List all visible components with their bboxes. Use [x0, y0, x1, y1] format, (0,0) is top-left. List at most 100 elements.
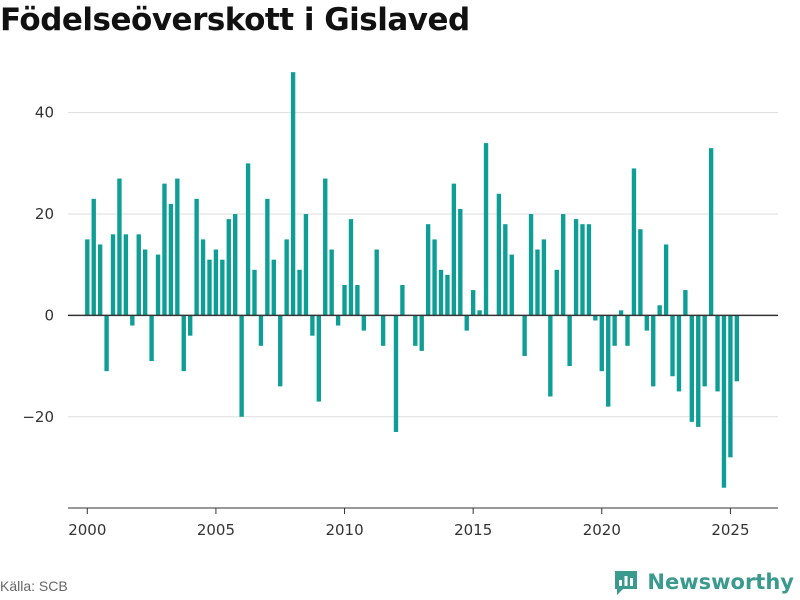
bar [380, 315, 386, 346]
bar [438, 269, 444, 316]
bar [155, 254, 161, 316]
bar [290, 72, 296, 316]
chart-title: Födelseöverskott i Gislaved [0, 2, 470, 38]
x-tick-label: 2015 [454, 521, 492, 539]
bar [136, 234, 141, 316]
bar [644, 315, 649, 331]
bar [541, 239, 547, 316]
bar [663, 244, 669, 316]
bar [239, 315, 244, 417]
bar [432, 239, 437, 316]
bar-chart: −20 0 20 40 2000 2005 2010 2015 2020 2025 [22, 72, 778, 539]
bar [162, 183, 167, 316]
bar [194, 198, 199, 316]
bar [470, 290, 476, 316]
bar [708, 148, 714, 316]
bar [464, 315, 469, 331]
x-tick-label: 2025 [711, 521, 749, 539]
bar [278, 315, 283, 387]
bar [606, 315, 611, 407]
bar [503, 224, 508, 316]
y-tick-label: 0 [44, 306, 54, 324]
bar [348, 219, 354, 316]
newsworthy-logo-icon [615, 571, 638, 595]
bar [342, 285, 347, 316]
bar [477, 310, 482, 316]
bar [335, 315, 341, 326]
bar [258, 315, 264, 346]
bar [97, 244, 103, 316]
bar [561, 214, 566, 316]
bar [91, 198, 96, 316]
y-tick-label: 20 [35, 205, 54, 223]
bar [142, 249, 148, 316]
bar [599, 315, 604, 372]
x-tick-label: 2010 [325, 521, 363, 539]
bar [702, 315, 707, 387]
bar [696, 315, 701, 427]
bar [618, 310, 624, 316]
bar [580, 224, 585, 316]
bar [631, 168, 637, 316]
x-tick-label: 2020 [583, 521, 621, 539]
bar [104, 315, 109, 372]
x-tick-label: 2005 [197, 521, 235, 539]
bar [252, 269, 257, 316]
bar [483, 143, 489, 316]
bar [612, 315, 617, 346]
axes: −20 0 20 40 2000 2005 2010 2015 2020 2025 [22, 104, 778, 539]
bar [689, 315, 695, 422]
bar [297, 269, 302, 316]
bar [425, 224, 431, 316]
bar [670, 315, 675, 377]
bar [715, 315, 720, 392]
bar [323, 178, 328, 316]
bar [721, 315, 727, 488]
bar [522, 315, 527, 356]
bar [284, 239, 289, 316]
source-note: Källa: SCB [0, 578, 68, 594]
bar [554, 269, 559, 316]
bar [207, 259, 212, 316]
bar [200, 239, 206, 316]
bar [329, 249, 334, 316]
gridlines [68, 112, 778, 418]
bar [625, 315, 630, 346]
bar [734, 315, 740, 382]
bar [117, 178, 122, 316]
bar [458, 208, 463, 316]
bar [593, 315, 598, 321]
bar [213, 249, 219, 316]
bar [181, 315, 186, 372]
bars [85, 72, 740, 488]
bar [509, 254, 514, 316]
bar [149, 315, 154, 362]
bar [445, 274, 450, 316]
bar [233, 214, 238, 316]
bar [535, 249, 540, 316]
bar [271, 259, 276, 316]
bar [413, 315, 418, 346]
bar [303, 214, 309, 316]
x-tick-label: 2000 [68, 521, 106, 539]
brand-logo[interactable]: Newsworthy [613, 568, 794, 596]
bar [355, 285, 360, 316]
bar [188, 315, 193, 336]
bar [496, 193, 502, 316]
bar [226, 219, 231, 316]
bar [400, 285, 405, 316]
bar [175, 178, 180, 316]
bar [168, 203, 174, 316]
bar [123, 234, 129, 316]
bar [419, 315, 424, 351]
bar [573, 219, 579, 316]
y-tick-label: −20 [22, 408, 54, 426]
bar [310, 315, 315, 336]
bar [265, 198, 270, 316]
bar [657, 305, 662, 316]
bar [586, 224, 592, 316]
bar [393, 315, 399, 432]
bar [110, 234, 116, 316]
bar [451, 183, 457, 316]
bar [374, 249, 379, 316]
